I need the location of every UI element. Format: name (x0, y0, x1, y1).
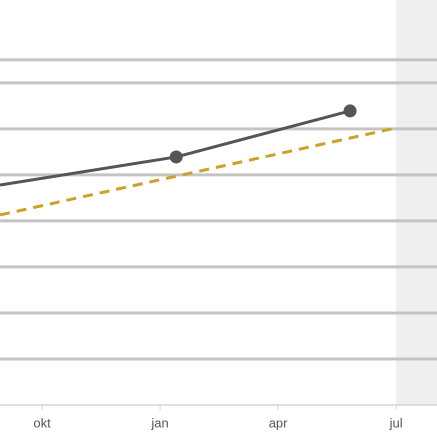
series-line (0, 126, 397, 217)
x-tick-label: okt (33, 415, 51, 430)
point (343, 104, 357, 118)
point (169, 150, 183, 164)
x-tick-label: jan (150, 415, 168, 430)
x-tick-label: jul (389, 415, 403, 430)
x-tick-label: apr (269, 415, 288, 430)
forecast-shade (396, 0, 437, 405)
